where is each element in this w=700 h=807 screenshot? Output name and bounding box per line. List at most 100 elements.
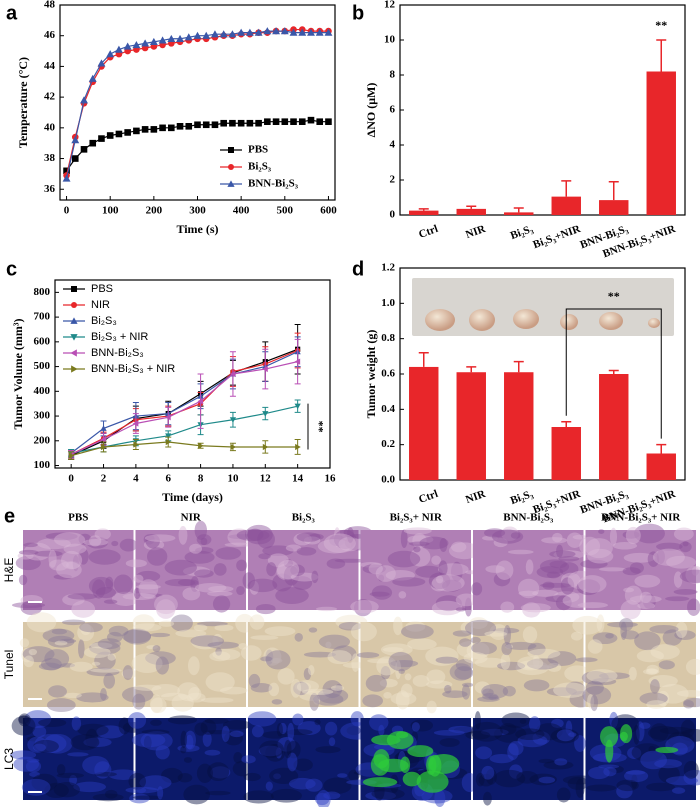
- texture: [666, 555, 697, 569]
- marker: [100, 425, 107, 431]
- texture: [404, 673, 412, 681]
- texture: [435, 595, 462, 612]
- texture: [507, 549, 534, 555]
- texture: [549, 550, 576, 558]
- marker: [159, 124, 166, 132]
- bar: [551, 196, 581, 215]
- texture: [428, 572, 451, 590]
- lc3-signal: [600, 726, 619, 748]
- texture: [656, 542, 683, 551]
- texture: [76, 692, 109, 703]
- texture: [413, 546, 421, 553]
- texture: [616, 784, 633, 799]
- lc3-signal: [362, 777, 398, 788]
- texture: [390, 692, 417, 706]
- texture: [471, 582, 483, 596]
- texture: [650, 679, 660, 694]
- texture: [627, 747, 642, 760]
- significance-bracket: [565, 308, 662, 439]
- texture: [241, 755, 256, 764]
- texture: [242, 572, 256, 589]
- texture: [350, 711, 364, 727]
- tile: [23, 530, 134, 610]
- y-tick-label: 0.0: [381, 474, 395, 486]
- texture: [122, 593, 156, 601]
- marker: [98, 135, 105, 142]
- texture: [47, 635, 75, 648]
- texture: [439, 738, 460, 747]
- texture: [322, 680, 343, 699]
- texture: [538, 758, 554, 764]
- texture: [426, 680, 453, 689]
- texture: [659, 726, 693, 735]
- texture: [515, 728, 545, 741]
- texture: [527, 642, 546, 656]
- texture: [393, 616, 403, 636]
- texture: [448, 725, 474, 734]
- texture: [145, 534, 160, 549]
- column-label: PBS: [68, 512, 88, 524]
- marker: [294, 358, 301, 365]
- y-tick-label: 2: [390, 174, 396, 186]
- texture: [315, 746, 341, 754]
- annotation: **: [312, 421, 326, 433]
- texture: [292, 713, 304, 726]
- x-tick-label: 300: [189, 205, 206, 217]
- texture: [314, 719, 321, 726]
- y-axis-label: Tumor weight (g): [364, 330, 378, 419]
- texture: [567, 776, 589, 790]
- texture: [628, 666, 637, 681]
- texture: [552, 532, 563, 543]
- texture: [275, 587, 309, 604]
- y-tick-label: 400: [34, 385, 51, 397]
- texture: [276, 559, 300, 580]
- texture: [493, 537, 508, 548]
- texture: [286, 729, 313, 736]
- texture: [236, 529, 270, 542]
- texture: [67, 593, 98, 600]
- x-tick-label: 6: [165, 473, 171, 485]
- tile: [23, 718, 134, 800]
- y-tick-label: 12: [384, 0, 396, 11]
- texture: [137, 593, 163, 598]
- texture: [125, 786, 159, 794]
- texture: [436, 575, 444, 584]
- texture: [38, 662, 61, 671]
- texture: [288, 777, 316, 790]
- marker: [63, 167, 70, 175]
- texture: [121, 686, 154, 703]
- texture: [556, 729, 575, 742]
- texture: [200, 537, 208, 546]
- texture: [194, 520, 207, 540]
- texture: [323, 533, 356, 553]
- marker: [316, 118, 324, 125]
- lc3-signal: [395, 731, 409, 739]
- error-bar: [561, 420, 572, 427]
- y-tick-label: 8: [390, 69, 396, 81]
- texture: [132, 795, 163, 800]
- texture: [501, 641, 513, 656]
- row-label: Tunel: [2, 650, 16, 680]
- texture: [247, 578, 278, 593]
- texture: [260, 656, 273, 662]
- marker: [220, 119, 227, 127]
- texture: [579, 536, 601, 556]
- texture: [94, 771, 117, 777]
- texture: [621, 630, 639, 640]
- texture: [43, 733, 73, 754]
- texture: [616, 779, 639, 792]
- texture: [247, 528, 264, 541]
- texture: [587, 694, 595, 709]
- texture: [287, 752, 298, 772]
- marker: [229, 119, 236, 127]
- error-bar: [418, 208, 429, 211]
- texture: [263, 647, 282, 666]
- texture: [500, 653, 511, 670]
- texture: [398, 591, 407, 599]
- marker: [219, 30, 228, 38]
- texture: [484, 631, 507, 637]
- marker: [307, 116, 315, 124]
- y-tick-label: 0.4: [381, 403, 395, 415]
- texture: [450, 561, 463, 582]
- texture: [685, 658, 700, 675]
